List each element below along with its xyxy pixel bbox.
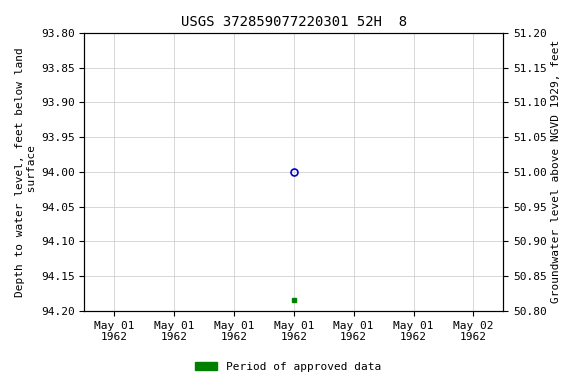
Title: USGS 372859077220301 52H  8: USGS 372859077220301 52H 8 xyxy=(181,15,407,29)
Legend: Period of approved data: Period of approved data xyxy=(191,358,385,377)
Y-axis label: Depth to water level, feet below land
 surface: Depth to water level, feet below land su… xyxy=(15,47,37,297)
Y-axis label: Groundwater level above NGVD 1929, feet: Groundwater level above NGVD 1929, feet xyxy=(551,40,561,303)
